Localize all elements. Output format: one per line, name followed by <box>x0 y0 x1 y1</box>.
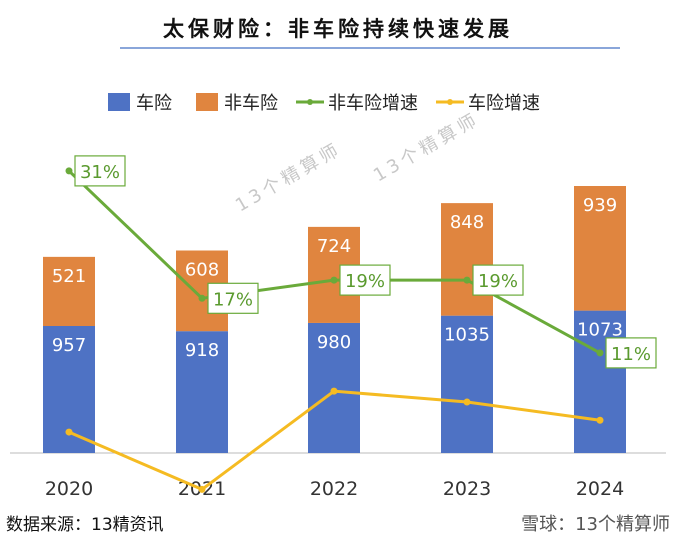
bar-value-label: 939 <box>583 195 617 216</box>
legend-marker <box>447 99 453 105</box>
x-tick-label: 2024 <box>576 478 624 500</box>
bar-value-label: 848 <box>450 212 484 233</box>
bar-value-label: 608 <box>185 259 219 280</box>
bar-value-label: 724 <box>317 236 351 257</box>
legend-swatch <box>196 93 218 111</box>
data-label-box <box>472 264 524 296</box>
bar-非车险 <box>574 186 626 311</box>
bar-value-label: 980 <box>317 332 351 353</box>
bar-非车险 <box>441 203 493 316</box>
legend-label: 车险增速 <box>468 93 540 114</box>
plot-area: 9575212020918608202198072420221035848202… <box>10 155 666 500</box>
brand-watermark: 雪球：13个精算师 <box>521 514 670 535</box>
data-label-box <box>339 264 391 296</box>
line-value-label: 31% <box>80 162 120 183</box>
bar-value-label: 918 <box>185 340 219 361</box>
bar-value-label: 957 <box>52 335 86 356</box>
line-point <box>65 428 73 436</box>
bar-车险 <box>176 331 228 453</box>
data-label-box <box>605 337 657 369</box>
data-label-box <box>74 155 126 187</box>
legend-label: 非车险增速 <box>328 93 418 114</box>
source-note: 数据来源：13精资讯 <box>6 515 164 535</box>
bar-value-label: 1035 <box>444 325 490 346</box>
x-tick-label: 2023 <box>443 478 491 500</box>
line-point <box>463 398 471 406</box>
line-value-label: 11% <box>611 344 651 365</box>
legend-label: 非车险 <box>224 93 278 114</box>
x-tick-label: 2020 <box>45 478 93 500</box>
x-tick-label: 2022 <box>310 478 358 500</box>
line-point <box>330 387 338 395</box>
legend-label: 车险 <box>136 93 172 114</box>
chart-title: 太保财险：非车险持续快速发展 <box>163 17 513 41</box>
watermarks: 13个精算师 13个精算师 <box>232 109 483 217</box>
legend-swatch <box>108 93 130 111</box>
bar-车险 <box>574 310 626 453</box>
line-point <box>198 485 206 493</box>
line-point <box>330 276 338 284</box>
line-point <box>596 416 604 424</box>
legend-marker <box>307 99 313 105</box>
line-point <box>198 294 206 302</box>
bar-车险 <box>441 315 493 453</box>
line-value-label: 19% <box>478 271 518 292</box>
line-point <box>65 167 73 175</box>
data-label-box <box>207 282 259 314</box>
watermark-text: 13个精算师 <box>370 109 483 187</box>
legend: 车险 非车险 非车险增速 车险增速 <box>108 93 540 114</box>
line-point <box>463 276 471 284</box>
line-point <box>596 349 604 357</box>
watermark-text: 13个精算师 <box>232 139 345 217</box>
line-value-label: 19% <box>345 271 385 292</box>
bar-非车险 <box>43 256 95 327</box>
line-value-label: 17% <box>213 289 253 310</box>
bar-value-label: 1073 <box>577 320 623 341</box>
bar-value-label: 521 <box>52 266 86 287</box>
